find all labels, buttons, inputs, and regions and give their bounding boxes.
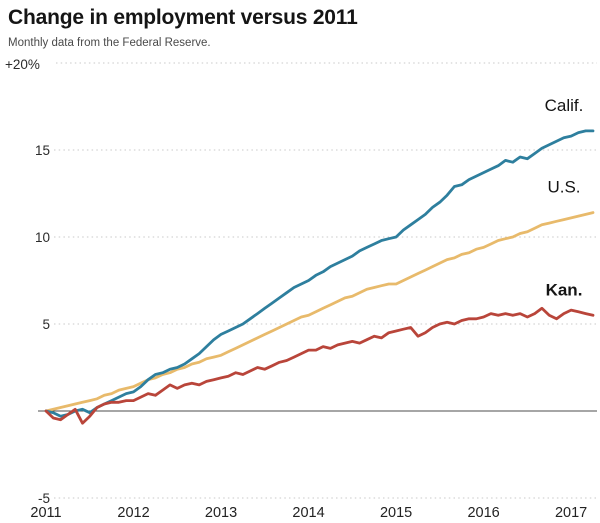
y-tick-label-10: 10	[35, 230, 50, 245]
line-calif	[44, 129, 595, 418]
x-tick-label-2013: 2013	[205, 505, 237, 521]
x-axis-labels: 2011 2012 2013 2014 2015 2016 2017	[30, 505, 587, 521]
y-tick-label-20: +20%	[5, 57, 40, 72]
x-tick-label-2011: 2011	[30, 505, 61, 521]
chart-title: Change in employment versus 2011	[8, 6, 358, 29]
chart-header: Change in employment versus 2011 Monthly…	[8, 6, 592, 49]
series-lines	[44, 129, 595, 425]
x-tick-label-2014: 2014	[292, 505, 324, 521]
y-tick-label-15: 15	[35, 143, 50, 158]
y-tick-label-5: 5	[42, 317, 50, 332]
x-tick-label-2017: 2017	[555, 505, 587, 521]
chart-subtitle: Monthly data from the Federal Reserve.	[8, 37, 211, 50]
y-tick-label--5: -5	[38, 491, 50, 506]
y-axis-labels: +20% 15 10 5 -5	[5, 57, 50, 506]
x-tick-label-2012: 2012	[117, 505, 149, 521]
gridlines	[38, 62, 597, 499]
series-label-us: U.S.	[547, 178, 580, 197]
series-label-kan: Kan.	[546, 280, 583, 299]
series-end-labels: Calif. U.S. Kan.	[545, 96, 584, 299]
line-us	[44, 211, 595, 413]
x-tick-label-2015: 2015	[380, 505, 412, 521]
series-label-calif: Calif.	[545, 96, 584, 115]
x-tick-label-2016: 2016	[467, 505, 499, 521]
line-kan	[44, 306, 595, 425]
